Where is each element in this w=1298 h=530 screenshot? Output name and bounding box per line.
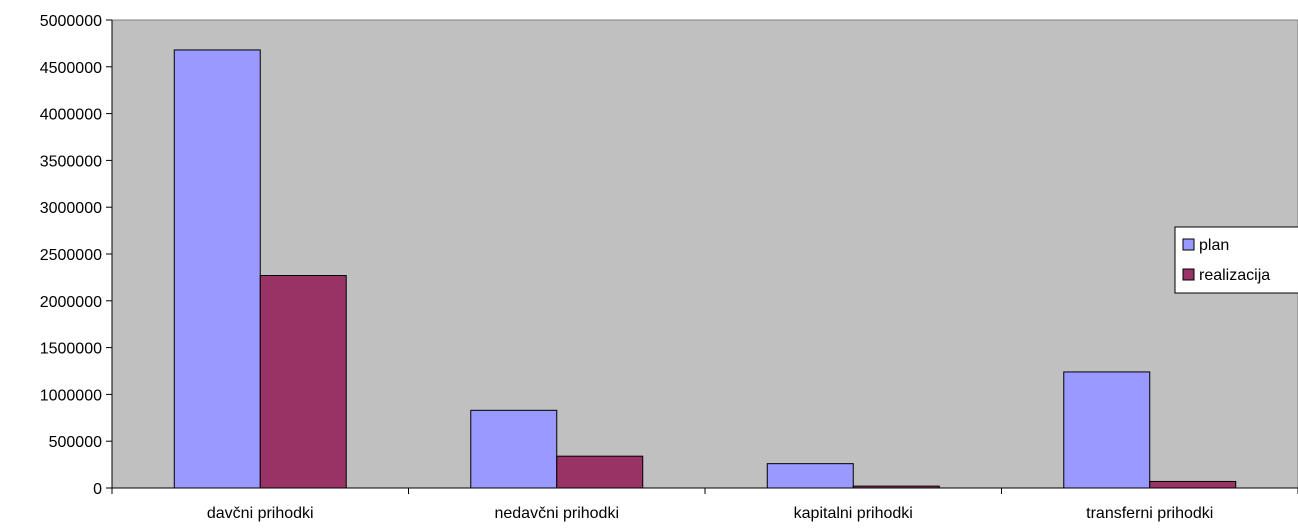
y-tick-label: 1000000 <box>40 387 102 404</box>
legend-label-plan: plan <box>1199 237 1229 254</box>
y-tick-label: 2000000 <box>40 294 102 311</box>
bar-realizacija-2 <box>852 485 940 489</box>
legend: plan realizacija <box>1174 226 1298 294</box>
bar-realizacija-0 <box>259 275 347 489</box>
y-tick-label: 3500000 <box>40 153 102 170</box>
y-tick-label: 2500000 <box>40 247 102 264</box>
y-tick-label: 0 <box>93 481 102 498</box>
bar-realizacija-3 <box>1149 480 1237 489</box>
y-tick-label: 4000000 <box>40 107 102 124</box>
x-category-label: nedavčni prihodki <box>494 505 619 522</box>
y-tick-label: 1500000 <box>40 341 102 358</box>
y-tick-label: 4500000 <box>40 60 102 77</box>
x-category-label: kapitalni prihodki <box>794 505 913 522</box>
x-category-label: davčni prihodki <box>207 505 314 522</box>
bar-realizacija-1 <box>556 455 644 489</box>
bar-plan-3 <box>1063 371 1151 489</box>
bar-plan-2 <box>766 463 854 489</box>
x-axis: davčni prihodki nedavčni prihodki kapitaln… <box>111 487 1298 522</box>
y-tick-label: 3000000 <box>40 200 102 217</box>
legend-swatch-realizacija <box>1182 268 1195 281</box>
y-tick-label: 5000000 <box>40 13 102 30</box>
bar-plan-0 <box>173 49 261 489</box>
bars <box>173 49 1237 489</box>
legend-label-realizacija: realizacija <box>1199 267 1270 284</box>
legend-swatch-plan <box>1182 238 1195 251</box>
y-axis: 0 500000 1000000 1500000 2000000 2500000 30000… <box>40 13 113 498</box>
y-tick-label: 500000 <box>49 434 102 451</box>
x-category-label: transferni prihodki <box>1086 505 1213 522</box>
legend-box <box>1174 226 1298 294</box>
bar-plan-1 <box>470 409 558 489</box>
